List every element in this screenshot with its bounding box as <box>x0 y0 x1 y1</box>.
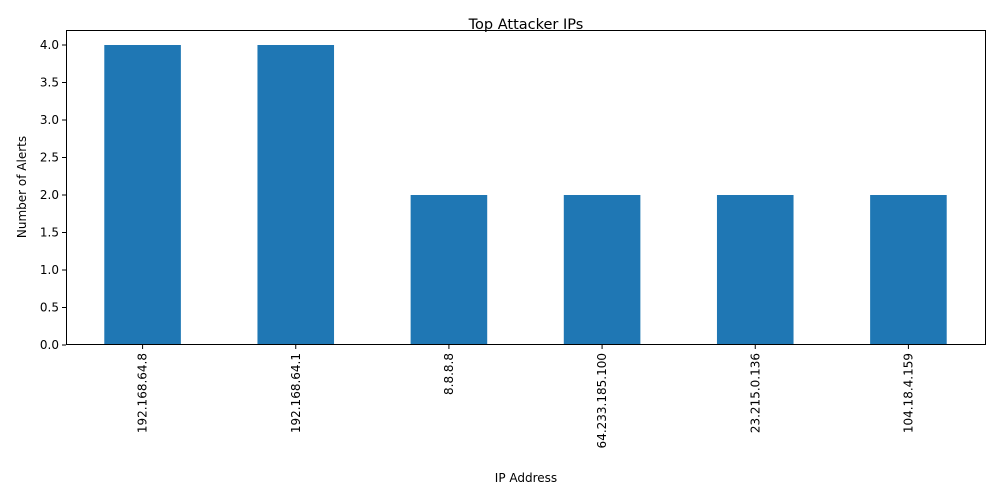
y-tick-label: 2.5 <box>40 151 59 165</box>
y-tick-label: 4.0 <box>40 38 59 52</box>
bar-104-18-4-159 <box>870 195 947 345</box>
y-tick-label: 0.5 <box>40 301 59 315</box>
y-axis-label: Number of Alerts <box>15 136 29 238</box>
x-tick-label: 104.18.4.159 <box>901 353 915 433</box>
y-tick-label: 1.5 <box>40 226 59 240</box>
bar-23-215-0-136 <box>716 195 794 345</box>
plot-frame <box>66 30 986 345</box>
x-axis-label: IP Address <box>495 471 557 485</box>
bar-192-168-64-8 <box>104 45 181 345</box>
chart-title: Top Attacker IPs <box>468 17 584 33</box>
y-tick-label: 3.0 <box>40 113 59 127</box>
bar-8-8-8-8 <box>410 195 488 345</box>
x-tick-label: 8.8.8.8 <box>442 353 456 395</box>
y-axis: 0.0 0.5 1.0 1.5 2.0 2.5 3.0 3.5 4.0 <box>40 38 66 352</box>
x-tick-label: 64.233.185.100 <box>595 353 609 448</box>
y-tick-label: 1.0 <box>40 263 59 277</box>
bars <box>104 45 947 345</box>
x-axis: 192.168.64.8 192.168.64.1 8.8.8.8 64.233.18… <box>136 345 915 448</box>
y-tick-label: 3.5 <box>40 76 59 90</box>
x-tick-label: 23.215.0.136 <box>748 353 762 433</box>
y-tick-label: 0.0 <box>40 338 59 352</box>
x-tick-label: 192.168.64.1 <box>289 353 303 433</box>
x-tick-label: 192.168.64.8 <box>136 353 150 433</box>
y-tick-label: 2.0 <box>40 188 59 202</box>
bar-64-233-185-100 <box>563 195 641 345</box>
bar-192-168-64-1 <box>257 45 335 345</box>
